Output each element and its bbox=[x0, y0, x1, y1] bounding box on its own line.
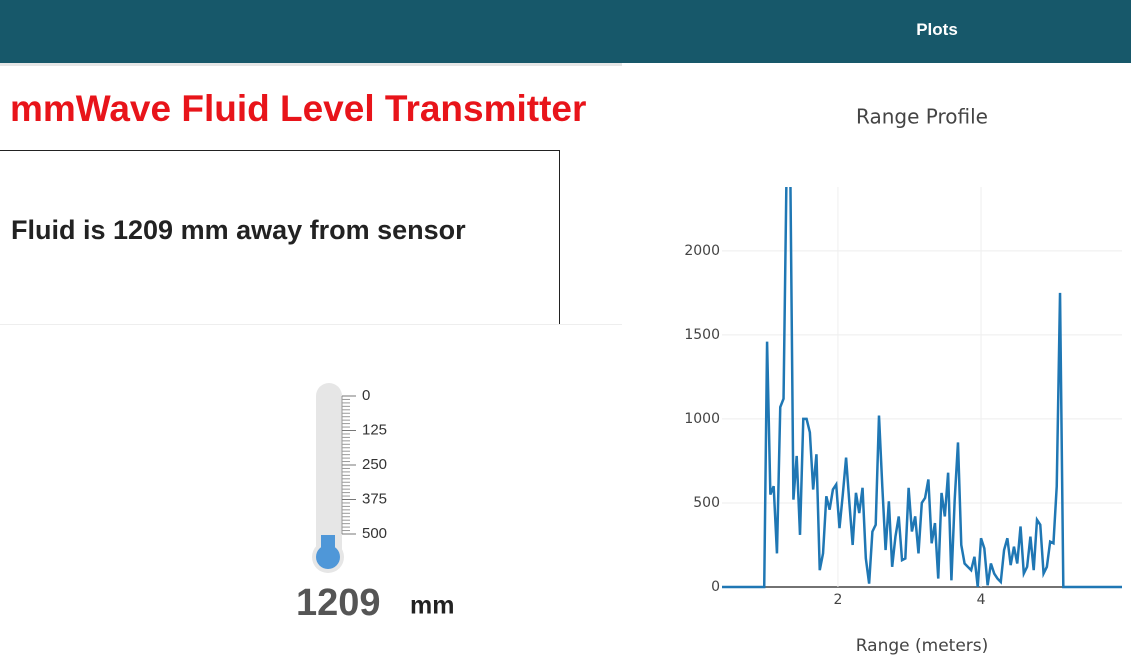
divider bbox=[0, 63, 622, 66]
gauge-tick-label: 0 bbox=[362, 387, 370, 404]
gauge-tube bbox=[316, 383, 342, 563]
gauge-value: 1209 bbox=[296, 582, 381, 624]
top-bar: Plots bbox=[0, 0, 1131, 63]
y-tick-label: 0 bbox=[711, 579, 720, 595]
y-tick-label: 2000 bbox=[684, 243, 720, 259]
nav-link[interactable]: Plots bbox=[916, 20, 958, 39]
y-tick-label: 500 bbox=[693, 495, 720, 511]
gauge-tick-label: 125 bbox=[362, 421, 387, 438]
gauge-tick-label: 250 bbox=[362, 456, 387, 473]
data-line bbox=[722, 187, 1122, 589]
gauge-tick-label: 375 bbox=[362, 490, 387, 507]
gauge-unit: mm bbox=[410, 592, 454, 620]
x-axis-label: Range (meters) bbox=[856, 636, 989, 656]
y-tick-label: 1000 bbox=[684, 411, 720, 427]
x-tick-label: 2 bbox=[833, 592, 842, 608]
x-tick-label: 4 bbox=[977, 592, 986, 608]
chart-title: Range Profile bbox=[856, 105, 988, 129]
y-tick-label: 1500 bbox=[684, 327, 720, 343]
page-title: mmWave Fluid Level Transmitter bbox=[10, 88, 587, 129]
status-message: Fluid is 1209 mm away from sensor bbox=[11, 215, 466, 245]
gauge-bulb bbox=[316, 545, 340, 569]
gauge-tick-label: 500 bbox=[362, 525, 387, 542]
divider bbox=[0, 324, 622, 325]
